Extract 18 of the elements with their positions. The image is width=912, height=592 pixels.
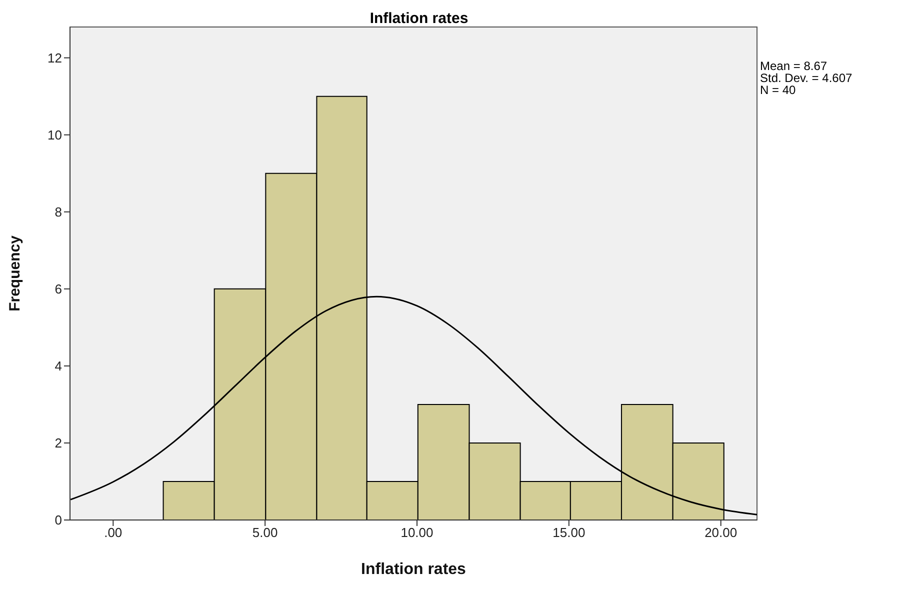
x-tick-label: 20.00: [704, 525, 738, 540]
x-tick-label: 15.00: [552, 525, 586, 540]
y-axis-title: Frequency: [6, 234, 24, 312]
chart-title: Inflation rates: [368, 10, 470, 27]
text: N = 40: [760, 83, 797, 97]
y-tick-label: 10: [48, 127, 62, 142]
x-tick-label: .00: [104, 525, 122, 540]
y-tick-label: 8: [54, 204, 62, 220]
y-tick-label: 12: [48, 50, 62, 66]
y-tick-label: 0: [54, 512, 62, 528]
y-tick-label: 4: [54, 358, 62, 374]
text: Std. Dev. = 4.607: [760, 71, 852, 85]
x-tick-label: 5.00: [252, 525, 278, 540]
x-axis-title: Inflation rates: [361, 561, 466, 578]
x-tick-label: 10.00: [400, 525, 434, 540]
y-tick-label: 6: [54, 282, 62, 297]
text: Mean = 8.67: [760, 59, 828, 73]
y-tick-label: 2: [54, 436, 62, 451]
